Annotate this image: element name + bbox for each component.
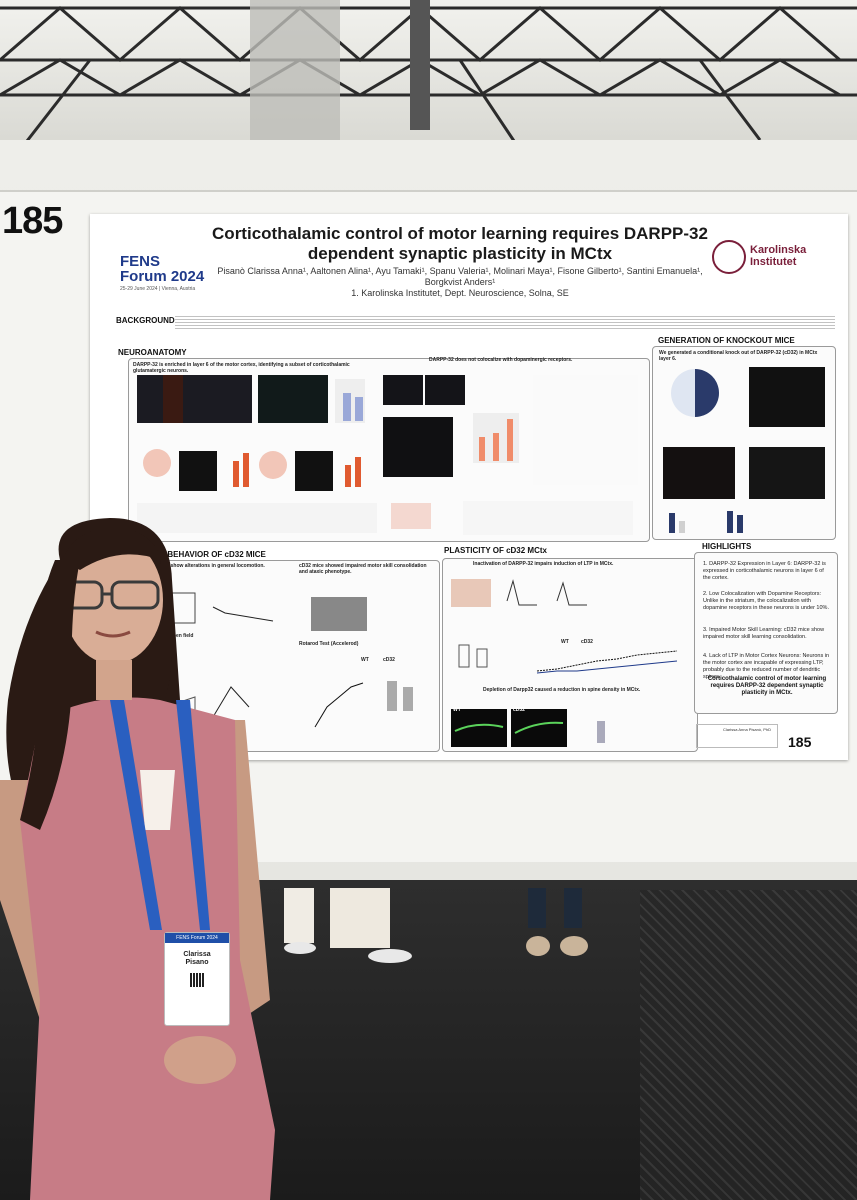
section-behavior: ER BEHAVIOR OF cD32 MICE: [154, 550, 266, 559]
behavior-subtitle-2: cD32 mice showed impaired motor skill co…: [299, 563, 427, 575]
spine-cd32-label: cD32: [513, 707, 525, 713]
spine-subtitle: Depletion of Darpp32 caused a reduction …: [483, 687, 641, 693]
neuro-subtitle-1: DARPP-32 is enriched in layer 6 of the m…: [133, 362, 350, 374]
neuroanatomy-box: DARPP-32 is enriched in layer 6 of the m…: [128, 357, 650, 542]
section-plasticity: PLASTICITY OF cD32 MCtx: [444, 546, 547, 555]
karolinska-seal-icon: [712, 240, 746, 274]
highlight-4: 4. Lack of LTP in Motor Cortex Neurons: …: [703, 653, 830, 680]
plasticity-box: Inactivation of DARPP-32 impairs inducti…: [442, 558, 698, 752]
highlights-box: 1. DARPP-32 Expression in Layer 6: DARPP…: [694, 552, 838, 714]
name-badge: FENS Forum 2024 Clarissa Pisano: [164, 932, 230, 1026]
institute-line2: Institutet: [750, 256, 797, 268]
poster-title-line1: Corticothalamic control of motor learnin…: [212, 224, 708, 243]
poster-authors: Pisanò Clarissa Anna¹, Aaltonen Alina¹, …: [200, 266, 720, 299]
karolinska-logo: Karolinska Institutet: [712, 240, 845, 274]
fens-forum: Forum 2024: [120, 268, 205, 285]
legend-cd32: cD32: [383, 657, 395, 663]
ceiling-truss: [0, 0, 857, 150]
ltp-legend-cd32: cD32: [581, 639, 593, 645]
section-knockout: GENERATION OF KNOCKOUT MICE: [658, 336, 795, 345]
badge-last-name: Pisano: [185, 959, 209, 966]
knockout-box: We generated a conditional knock out of …: [652, 346, 836, 540]
section-neuroanatomy: NEUROANATOMY: [118, 348, 187, 357]
neuro-subtitle-2: DARPP-32 does not colocalize with dopami…: [429, 357, 573, 363]
contact-name: Clarissa Anna Pisanò, PhD: [723, 727, 772, 732]
author-list: Pisanò Clarissa Anna¹, Aaltonen Alina¹, …: [217, 266, 703, 287]
ltp-legend-wt: WT: [561, 639, 569, 645]
conclusion: Corticothalamic control of motor learnin…: [707, 676, 827, 696]
fens-date: 25-29 June 2024 | Vienna, Austria: [120, 286, 196, 292]
background-people-legs: [284, 888, 588, 963]
affiliation: 1. Karolinska Institutet, Dept. Neurosci…: [351, 288, 569, 298]
spine-wt-label: WT: [453, 707, 461, 713]
poster-number: 185: [788, 734, 812, 750]
neuro-figures: [137, 375, 638, 535]
badge-event: FENS Forum 2024: [165, 933, 229, 943]
section-background: BACKGROUND: [116, 316, 175, 325]
institute-line1: Karolinska: [750, 244, 807, 256]
rotarod-label: Rotarod Test (Accelerod): [299, 641, 359, 647]
poster-title: Corticothalamic control of motor learnin…: [200, 224, 720, 264]
knockout-subtitle: We generated a conditional knock out of …: [659, 350, 818, 362]
contact-box: Clarissa Anna Pisanò, PhD: [696, 724, 778, 748]
plasticity-subtitle: Inactivation of DARPP-32 impairs inducti…: [473, 561, 614, 567]
poster-title-line2: dependent synaptic plasticity in MCtx: [307, 244, 613, 263]
highlight-3: 3. Impaired Motor Skill Learning: cD32 m…: [703, 627, 825, 640]
fens-name: FENS: [120, 253, 161, 270]
section-highlights: HIGHLIGHTS: [702, 542, 752, 551]
presenter-person: [0, 518, 275, 1200]
badge-first-name: Clarissa: [183, 951, 211, 958]
open-field-label: Open field: [169, 633, 194, 639]
highlight-2: 2. Low Colocalization with Dopamine Rece…: [703, 591, 829, 611]
floor-grate: [640, 890, 857, 1200]
background-text: [175, 314, 835, 330]
plasticity-figures: [451, 579, 678, 747]
highlight-1: 1. DARPP-32 Expression in Layer 6: DARPP…: [703, 561, 826, 581]
board-number: 185: [2, 200, 63, 242]
legend-wt: WT: [361, 657, 369, 663]
fens-logo: FENS Forum 2024 25-29 June 2024 | Vienna…: [120, 254, 210, 292]
knockout-figures: [663, 367, 825, 533]
behavior-subtitle-1: d not show alterations in general locomo…: [157, 563, 265, 569]
qr-code-icon: [190, 973, 204, 987]
